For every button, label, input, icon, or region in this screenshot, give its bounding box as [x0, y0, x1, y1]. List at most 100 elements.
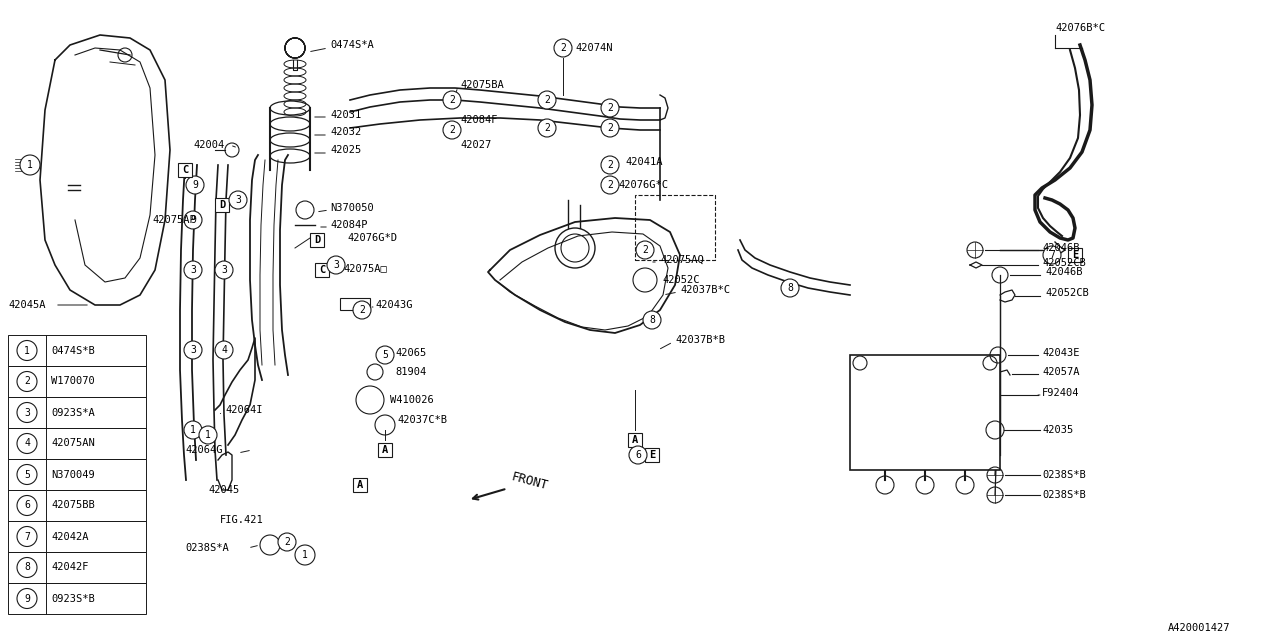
Bar	[8, 366, 146, 397]
Bar	[8, 428, 146, 459]
Bar	[645, 448, 659, 462]
Bar	[635, 195, 716, 260]
Text: F92404: F92404	[1042, 388, 1079, 398]
Text: 42031: 42031	[330, 110, 361, 120]
Text: 42075AQ: 42075AQ	[660, 255, 704, 265]
Bar	[8, 583, 146, 614]
Text: 2: 2	[284, 537, 291, 547]
Text: 42076G*D: 42076G*D	[347, 233, 397, 243]
Circle shape	[17, 557, 37, 577]
Text: E: E	[649, 450, 655, 460]
Text: A420001427: A420001427	[1167, 623, 1230, 633]
Text: 0474S*A: 0474S*A	[330, 40, 374, 50]
Text: 3: 3	[221, 265, 227, 275]
Bar	[378, 443, 392, 457]
Text: 42052CB: 42052CB	[1044, 288, 1089, 298]
Text: 42046B: 42046B	[1042, 243, 1079, 253]
Text: 0238S*B: 0238S*B	[1042, 470, 1085, 480]
Circle shape	[184, 341, 202, 359]
Text: 2: 2	[449, 95, 454, 105]
Text: 9: 9	[24, 593, 29, 604]
Circle shape	[602, 99, 620, 117]
Bar	[8, 397, 146, 428]
Text: 9: 9	[189, 215, 196, 225]
Text: 1: 1	[27, 160, 33, 170]
Text: 42004: 42004	[193, 140, 224, 150]
Text: 42037C*B: 42037C*B	[397, 415, 447, 425]
Circle shape	[602, 176, 620, 194]
Circle shape	[278, 533, 296, 551]
Text: 3: 3	[189, 345, 196, 355]
Text: 42075BB: 42075BB	[51, 500, 95, 511]
Bar	[850, 355, 1000, 470]
Bar	[340, 298, 370, 310]
Circle shape	[538, 91, 556, 109]
Text: 42037B*B: 42037B*B	[675, 335, 724, 345]
Circle shape	[198, 426, 218, 444]
Text: 42035: 42035	[1042, 425, 1073, 435]
Circle shape	[20, 155, 40, 175]
Text: A: A	[381, 445, 388, 455]
Text: 6: 6	[635, 450, 641, 460]
Circle shape	[184, 211, 202, 229]
Bar	[8, 490, 146, 521]
Text: C: C	[182, 165, 188, 175]
Circle shape	[229, 191, 247, 209]
Text: 42046B: 42046B	[1044, 267, 1083, 277]
Text: N370049: N370049	[51, 470, 95, 479]
Circle shape	[781, 279, 799, 297]
Text: 5: 5	[24, 470, 29, 479]
Bar	[1068, 248, 1082, 262]
Text: 3: 3	[189, 265, 196, 275]
Text: 42075AP: 42075AP	[152, 215, 196, 225]
Bar	[215, 198, 229, 212]
Text: 42084P: 42084P	[330, 220, 367, 230]
Bar	[178, 163, 192, 177]
Circle shape	[443, 91, 461, 109]
Circle shape	[184, 421, 202, 439]
Text: 2: 2	[643, 245, 648, 255]
Text: 2: 2	[544, 123, 550, 133]
Circle shape	[1043, 246, 1061, 264]
Circle shape	[215, 261, 233, 279]
Text: 42052C: 42052C	[662, 275, 699, 285]
Text: 0238S*A: 0238S*A	[186, 543, 229, 553]
Text: C: C	[319, 265, 325, 275]
Text: 2: 2	[561, 43, 566, 53]
Circle shape	[643, 311, 660, 329]
Text: 42025: 42025	[330, 145, 361, 155]
Text: 42041A: 42041A	[625, 157, 663, 167]
Bar	[628, 433, 643, 447]
Text: 2: 2	[360, 305, 365, 315]
Text: 8: 8	[787, 283, 792, 293]
Text: 4: 4	[24, 438, 29, 449]
Text: 42074N: 42074N	[575, 43, 613, 53]
Circle shape	[636, 241, 654, 259]
Text: A: A	[632, 435, 639, 445]
Circle shape	[17, 495, 37, 515]
Text: 1: 1	[205, 430, 211, 440]
Text: 3: 3	[333, 260, 339, 270]
Text: 81904: 81904	[396, 367, 426, 377]
Text: FIG.421: FIG.421	[220, 515, 264, 525]
Text: 42043E: 42043E	[1042, 348, 1079, 358]
Circle shape	[602, 156, 620, 174]
Circle shape	[538, 119, 556, 137]
Text: 42037B*C: 42037B*C	[680, 285, 730, 295]
Circle shape	[17, 433, 37, 454]
Circle shape	[17, 371, 37, 392]
Bar	[8, 521, 146, 552]
Text: 42065: 42065	[396, 348, 426, 358]
Text: 0923S*A: 0923S*A	[51, 408, 95, 417]
Circle shape	[17, 465, 37, 484]
Text: 4: 4	[221, 345, 227, 355]
Bar	[315, 263, 329, 277]
Text: 42042A: 42042A	[51, 531, 88, 541]
Bar	[8, 459, 146, 490]
Circle shape	[376, 346, 394, 364]
Text: 42045: 42045	[207, 485, 239, 495]
Text: 42076G*C: 42076G*C	[618, 180, 668, 190]
Text: 1: 1	[302, 550, 308, 560]
Text: 42052CB: 42052CB	[1042, 258, 1085, 268]
Text: 2: 2	[449, 125, 454, 135]
